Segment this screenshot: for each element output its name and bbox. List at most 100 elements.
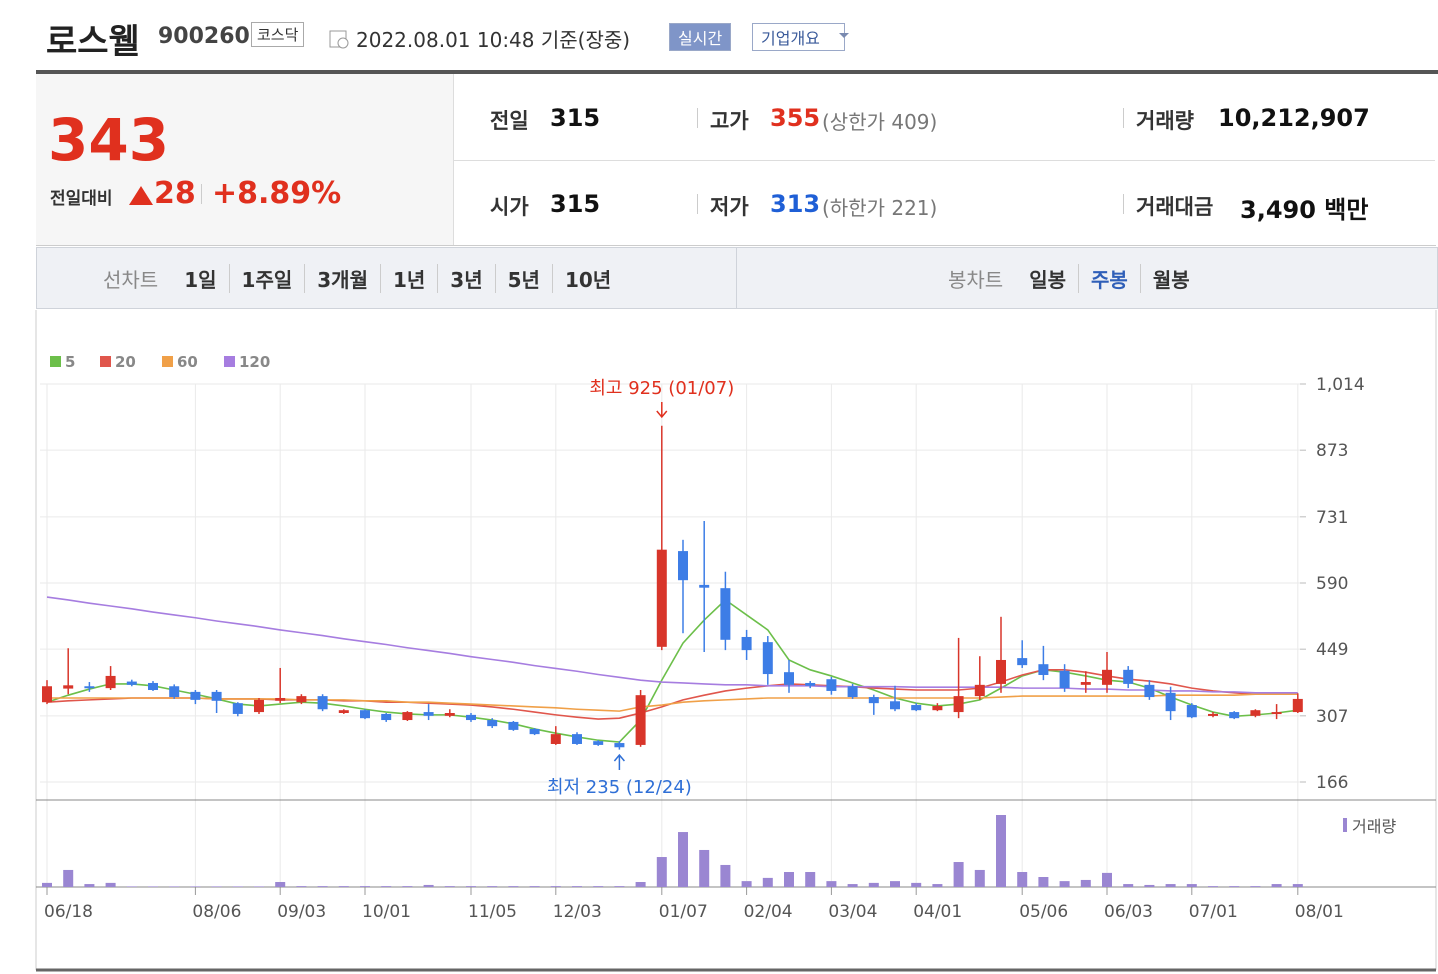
volume-bar: [868, 882, 879, 887]
separator: [1123, 108, 1124, 128]
legend-label: 60: [177, 353, 198, 371]
candle-body: [402, 712, 413, 721]
volume-bar: [890, 881, 900, 887]
legend-swatch: [100, 356, 111, 367]
tab[interactable]: 월봉: [1152, 268, 1190, 292]
volume-bar: [593, 886, 604, 887]
volume-bar: [148, 886, 158, 887]
candle-body: [847, 686, 858, 698]
tab-label: 선차트: [103, 268, 159, 292]
x-tick-label: 06/18: [44, 902, 93, 922]
candle-body: [1102, 669, 1112, 685]
change: 28: [154, 176, 196, 211]
legend-label: 20: [115, 353, 136, 371]
volume-bar: [911, 882, 922, 887]
candle-body: [1144, 684, 1155, 698]
candle-body: [1229, 712, 1240, 719]
volume-bar: [360, 886, 370, 887]
volume-bar: [296, 886, 307, 887]
divider: [36, 70, 1438, 74]
tab[interactable]: 5년: [508, 264, 553, 293]
volume-bar: [487, 886, 498, 887]
stock-code: 900260: [158, 24, 250, 49]
candle-body: [529, 728, 540, 735]
candle-body: [593, 741, 604, 745]
market-badge: 코스닥: [251, 22, 305, 47]
volume-bar: [656, 857, 667, 887]
tab[interactable]: 주봉: [1091, 264, 1141, 293]
candle-body: [84, 686, 95, 689]
volume-bar: [953, 862, 964, 887]
info-value: 315: [550, 104, 601, 132]
volume-bar: [826, 881, 837, 887]
tab-label: 봉차트: [948, 268, 1004, 292]
arrow: [656, 402, 668, 419]
realtime-button[interactable]: 실시간: [669, 23, 732, 51]
candle-tabs: 봉차트 일봉 주봉 월봉: [948, 264, 1214, 293]
candle-body: [1165, 692, 1176, 712]
candle-body: [550, 734, 561, 744]
price-panel: [36, 74, 454, 245]
x-tick-label: 03/04: [828, 902, 877, 922]
volume-bar: [466, 886, 476, 887]
x-tick-label: 12/03: [553, 902, 602, 922]
candle-body: [1059, 670, 1070, 689]
y-tick-label: 873: [1316, 441, 1348, 461]
info-label: 저가: [710, 195, 749, 219]
tab[interactable]: 1일: [184, 264, 230, 293]
volume-bar: [275, 882, 286, 887]
volume-bar: [1123, 884, 1134, 887]
volume-bar: [211, 886, 222, 887]
tab-bar: [36, 247, 1438, 309]
volume-bar: [508, 886, 519, 887]
volume-bar: [105, 882, 116, 887]
candle-body: [1017, 658, 1028, 666]
volume-bar: [974, 869, 985, 887]
candle-body: [699, 584, 710, 588]
candle-body: [953, 696, 964, 713]
candle-body: [169, 686, 180, 698]
x-tick-label: 04/01: [913, 902, 962, 922]
info-value: 355: [770, 104, 821, 132]
volume-bar: [1059, 881, 1070, 887]
tab[interactable]: 1년: [393, 264, 439, 293]
tab[interactable]: 10년: [564, 268, 612, 292]
candle-body: [1186, 705, 1197, 718]
volume-bar: [741, 881, 752, 887]
volume-bar: [699, 849, 710, 887]
tab[interactable]: 일봉: [1029, 264, 1080, 293]
volume-bar: [784, 872, 794, 887]
volume-bar: [169, 886, 180, 887]
volume-bar: [1080, 879, 1091, 887]
legend-swatch: [162, 356, 173, 367]
candle-body: [614, 743, 625, 748]
stock-name: 로스웰: [46, 22, 140, 62]
volume-bar: [190, 886, 201, 887]
tab[interactable]: 3개월: [317, 264, 381, 293]
separator: [697, 108, 698, 128]
volume-bar: [317, 886, 328, 887]
candle-body: [762, 642, 773, 675]
candle-body: [211, 691, 222, 701]
volume-bar: [1186, 884, 1197, 887]
candle-body: [932, 705, 943, 711]
tab[interactable]: 3년: [450, 264, 496, 293]
tab[interactable]: 1주일: [242, 264, 306, 293]
candle-body: [317, 696, 328, 710]
x-tick-label: 10/01: [362, 902, 411, 922]
ma-line: [46, 596, 1298, 694]
candle-body: [974, 684, 985, 697]
volume-bar: [1017, 872, 1028, 887]
line-tabs: 선차트 1일 1주일 3개월 1년 3년 5년 10년: [103, 264, 635, 293]
volume-bar: [1250, 886, 1261, 887]
timestamp: 2022.08.01 10:48 기준(장중): [356, 28, 631, 52]
x-tick-label: 08/06: [192, 902, 241, 922]
info-value: 313: [770, 190, 821, 218]
y-tick-label: 307: [1316, 707, 1348, 727]
info-label: 고가: [710, 109, 749, 133]
price: 343: [48, 106, 170, 174]
info-value: 3,490 백만: [1240, 196, 1369, 224]
volume-bar: [402, 886, 413, 887]
volume-bar: [1165, 884, 1176, 887]
candle-body: [890, 701, 900, 710]
